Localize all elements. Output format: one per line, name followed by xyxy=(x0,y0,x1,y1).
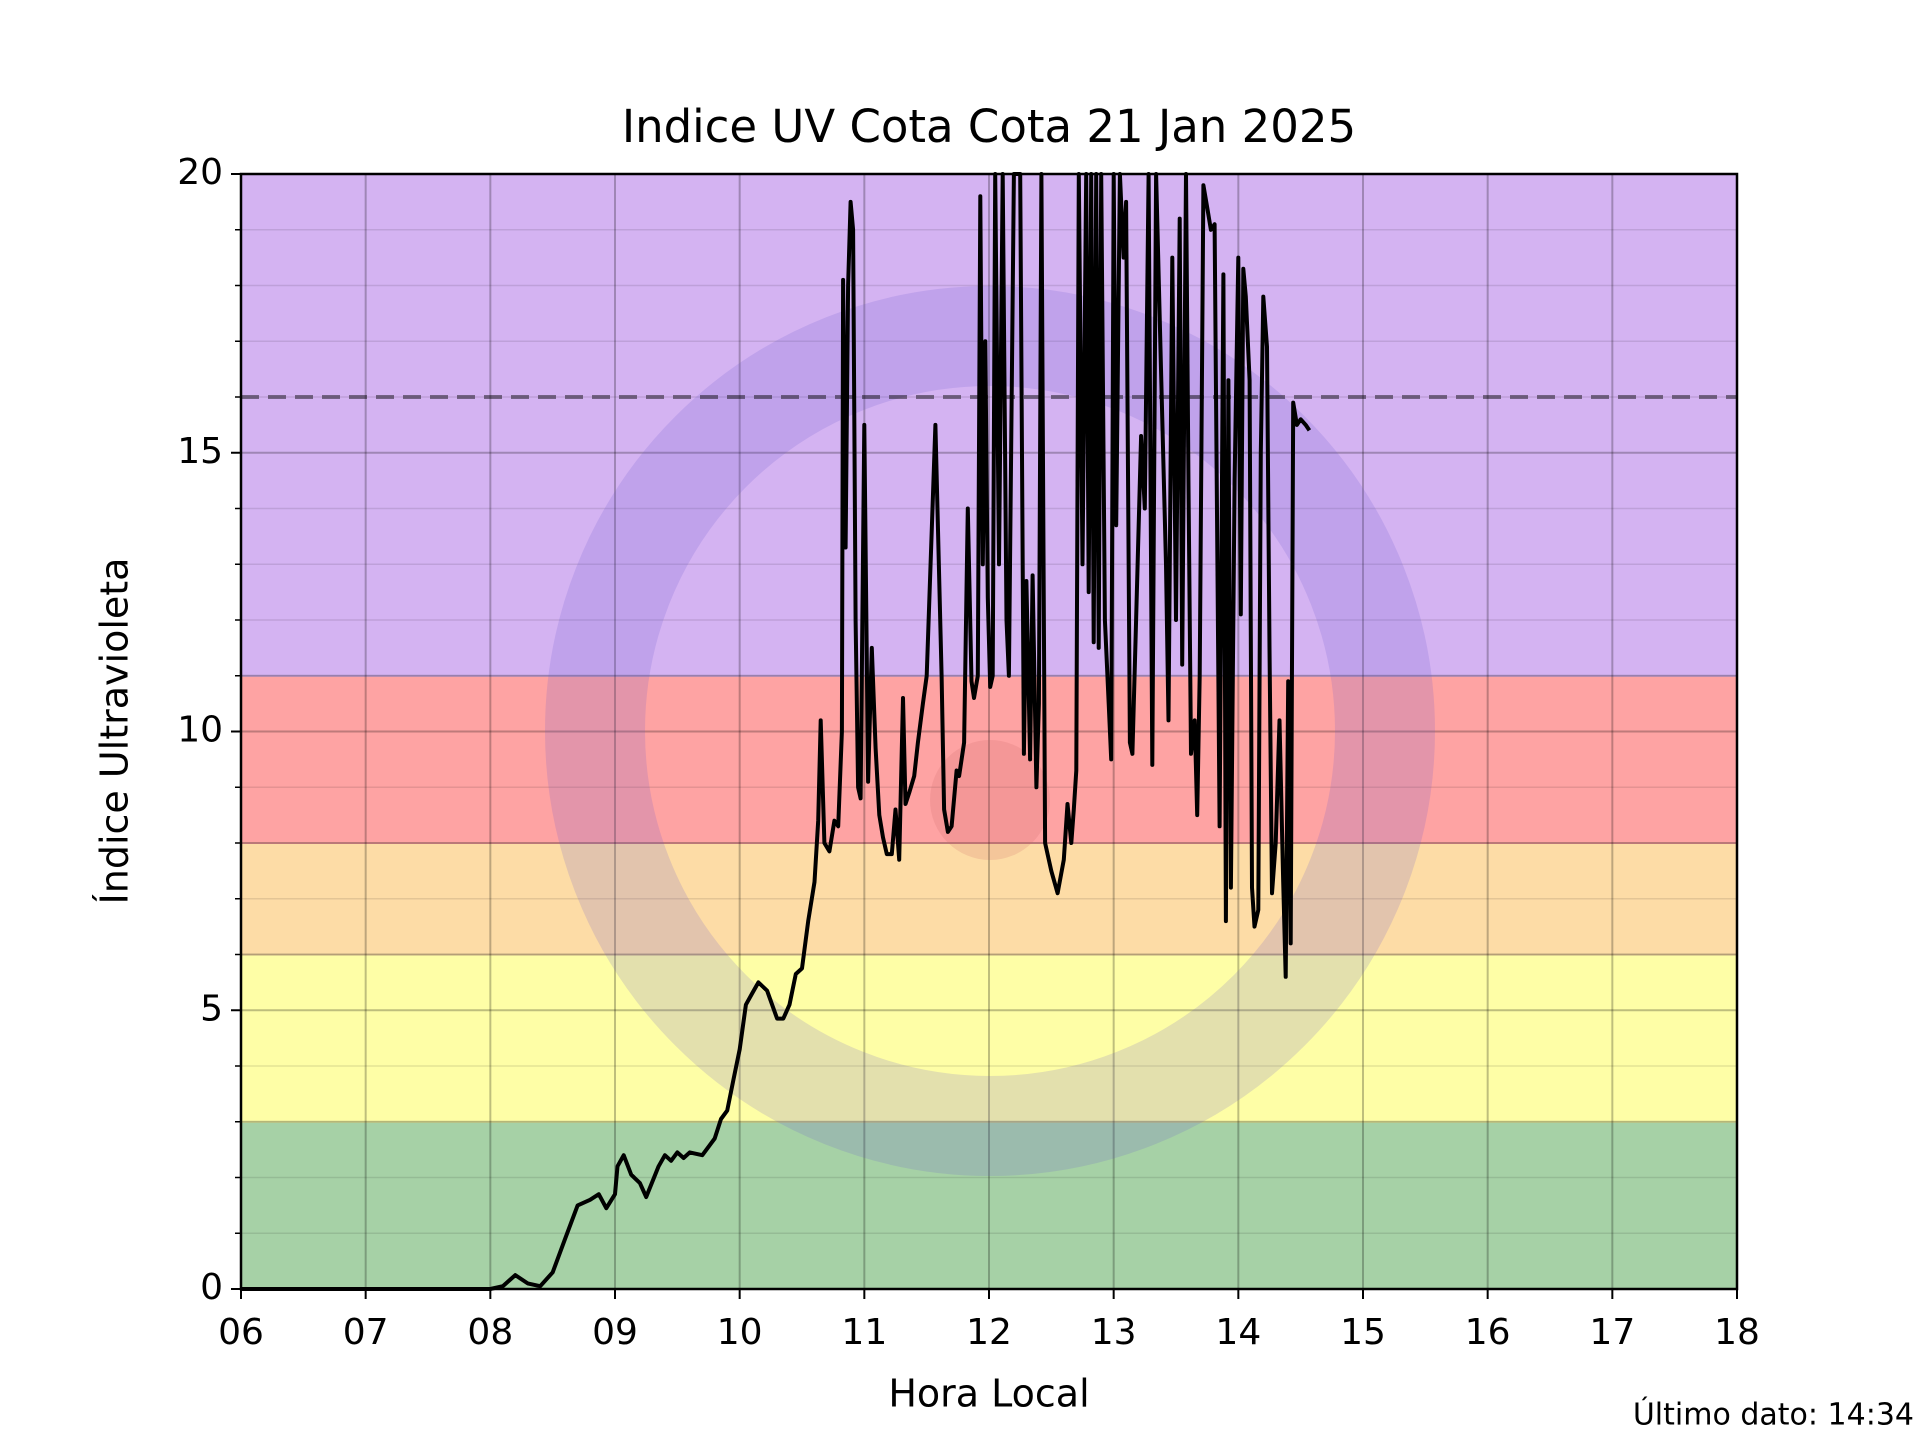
y-axis-label: Índice Ultravioleta xyxy=(93,558,137,905)
y-tick-label: 0 xyxy=(200,1267,223,1308)
uv-band xyxy=(241,1121,1737,1289)
uv-band xyxy=(241,675,1737,843)
footnote: Último dato: 14:34 xyxy=(1633,1396,1914,1433)
x-tick-label: 07 xyxy=(343,1312,389,1353)
uv-band xyxy=(241,954,1737,1122)
x-tick-label: 16 xyxy=(1465,1312,1511,1353)
x-tick-label: 06 xyxy=(218,1312,264,1353)
y-tick-label: 15 xyxy=(177,431,223,472)
y-tick-label: 5 xyxy=(200,988,223,1029)
x-axis-label: Hora Local xyxy=(888,1372,1089,1416)
x-tick-label: 14 xyxy=(1215,1312,1261,1353)
x-tick-label: 08 xyxy=(467,1312,513,1353)
plot-frame xyxy=(239,172,1739,1291)
uv-band xyxy=(241,843,1737,955)
uv-line xyxy=(241,172,1312,1291)
y-tick-label: 20 xyxy=(177,152,223,193)
x-tick-label: 15 xyxy=(1340,1312,1386,1353)
x-tick-label: 12 xyxy=(966,1312,1012,1353)
x-tick-label: 13 xyxy=(1091,1312,1137,1353)
x-tick-label: 10 xyxy=(717,1312,763,1353)
x-tick-label: 11 xyxy=(841,1312,887,1353)
y-tick-label: 10 xyxy=(177,710,223,751)
chart-title: Indice UV Cota Cota 21 Jan 2025 xyxy=(622,100,1356,153)
x-tick-label: 18 xyxy=(1714,1312,1760,1353)
x-tick-label: 17 xyxy=(1589,1312,1635,1353)
x-tick-label: 09 xyxy=(592,1312,638,1353)
